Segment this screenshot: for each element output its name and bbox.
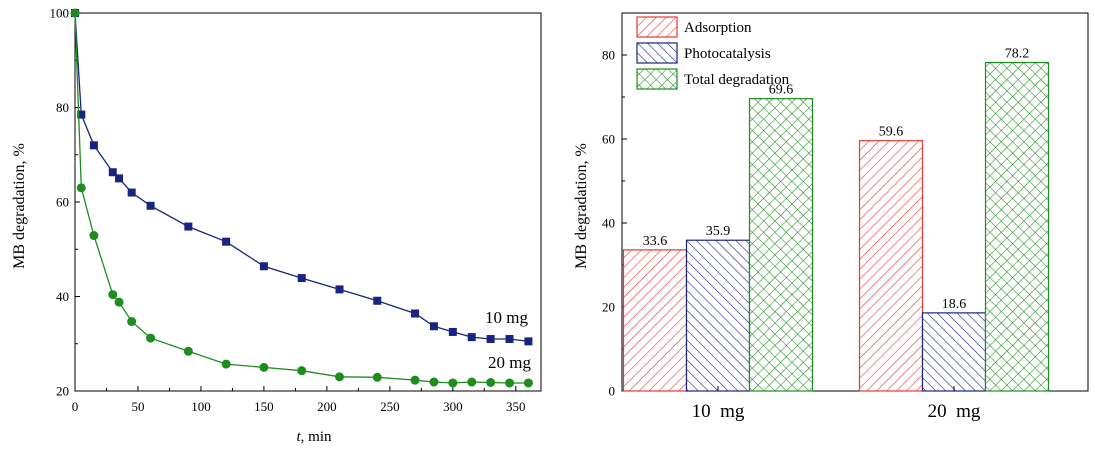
line-chart-y-tick-label: 20 [56, 384, 69, 399]
line-point [373, 296, 382, 305]
line-chart-x-tick-label: 300 [443, 399, 463, 414]
line-series-1 [74, 12, 529, 384]
legend-swatch [636, 16, 678, 38]
line-point [222, 237, 231, 246]
line-point [127, 317, 137, 327]
line-point [467, 333, 476, 342]
line-chart-y-axis-label: MB degradation, % [11, 143, 28, 269]
legend-label: Photocatalysis [684, 46, 771, 62]
line-point [524, 337, 533, 346]
bar-chart-y-tick-label: 0 [609, 384, 616, 399]
bar-value-label: 69.6 [769, 83, 794, 98]
line-point [411, 309, 420, 318]
legend-swatch [636, 68, 678, 90]
line-chart-series [70, 8, 533, 388]
bar-chart-x-ticks: 10 mg 20 mg [692, 386, 981, 422]
bar [622, 249, 688, 392]
line-chart-x-axis-label-var: t [296, 429, 301, 445]
bar-chart-legend: Adsorption Photocatalysis Total degradatio… [636, 16, 790, 90]
bar [748, 98, 814, 392]
line-point [146, 333, 156, 343]
legend-swatch [636, 42, 678, 64]
line-chart-y-tick-label: 60 [56, 195, 69, 210]
line-series-0 [74, 12, 529, 343]
line-chart-x-ticks: 0 50 100 150 200 250 300 350 [72, 386, 526, 414]
bar [921, 312, 987, 392]
line-point [335, 285, 344, 294]
bar-value-label: 33.6 [643, 234, 668, 249]
legend-label: Adsorption [684, 20, 752, 36]
bar-chart-y-axis-label: MB degradation, % [573, 143, 590, 269]
line-point [76, 183, 86, 193]
line-point [297, 366, 307, 376]
bar-chart-bars: 33.6 35.9 69.6 59.6 18.6 78.2 [622, 47, 1050, 392]
bar-value-label: 18.6 [942, 297, 967, 312]
bar-chart-y-ticks: 0 20 40 60 80 [602, 48, 627, 399]
line-point [297, 274, 306, 283]
line-point [115, 174, 124, 183]
line-chart-series-label-10mg: 10 mg [485, 308, 528, 327]
line-point [448, 378, 458, 388]
line-point [334, 372, 344, 382]
line-point [372, 372, 382, 382]
bar-chart-y-tick-label: 80 [602, 48, 615, 63]
bar-chart-y-tick-label: 60 [602, 132, 615, 147]
bar-chart-y-tick-label: 20 [602, 300, 615, 315]
bar-chart-y-tick-label: 40 [602, 216, 615, 231]
line-point [70, 8, 80, 18]
bar-value-label: 78.2 [1005, 47, 1030, 62]
line-chart-x-axis-label: t, min [296, 429, 332, 445]
line-point [429, 377, 439, 387]
bar-chart: 0 20 40 60 80 33.6 35.9 69.6 59.6 18.6 78.2 10 mg… [573, 12, 1089, 422]
line-point [127, 188, 136, 197]
line-chart-x-tick-label: 150 [254, 399, 274, 414]
line-point [486, 335, 495, 344]
line-chart-series-label-20mg: 20 mg [488, 353, 531, 372]
bar-chart-category-label: 10 mg [692, 401, 745, 422]
line-point [505, 378, 515, 388]
line-chart-y-ticks: 20 40 60 80 100 [50, 6, 80, 399]
line-chart-x-tick-label: 200 [317, 399, 337, 414]
line-point [89, 141, 98, 150]
line-point [108, 168, 117, 177]
line-point [108, 290, 118, 300]
line-point [259, 362, 269, 372]
line-chart-x-tick-label: 0 [72, 399, 79, 414]
bar-value-label: 59.6 [879, 125, 904, 140]
line-point [114, 297, 124, 307]
line-point [221, 359, 231, 369]
line-point [448, 327, 457, 336]
line-point [505, 335, 514, 344]
line-point [89, 231, 99, 241]
bar-chart-plot-frame [621, 12, 1089, 392]
bar-value-label: 35.9 [706, 224, 731, 239]
line-chart-y-tick-label: 80 [56, 100, 69, 115]
line-point [486, 377, 496, 387]
line-point [77, 110, 86, 119]
bar [984, 61, 1050, 392]
line-chart-x-tick-label: 350 [506, 399, 526, 414]
line-point [429, 322, 438, 331]
line-point [183, 346, 193, 356]
line-point [410, 375, 420, 385]
line-chart-x-axis-label-unit: , min [301, 429, 332, 445]
line-chart-y-tick-label: 100 [50, 6, 70, 21]
line-point [259, 262, 268, 271]
line-point [146, 201, 155, 210]
line-chart-x-tick-label: 100 [191, 399, 211, 414]
bar [858, 140, 924, 392]
line-chart-x-tick-label: 50 [131, 399, 144, 414]
line-chart-x-tick-label: 250 [380, 399, 400, 414]
line-chart-y-tick-label: 40 [56, 289, 69, 304]
line-point [184, 222, 193, 231]
line-point [523, 378, 533, 388]
bar [685, 239, 751, 392]
line-point [467, 377, 477, 387]
bar-chart-category-label: 20 mg [928, 401, 981, 422]
legend-label: Total degradation [684, 72, 790, 88]
